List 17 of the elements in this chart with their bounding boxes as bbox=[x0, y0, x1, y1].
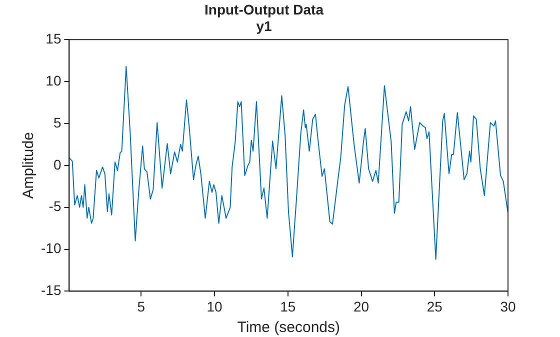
y-tick-label: 5 bbox=[53, 114, 62, 130]
y-tick-label: -15 bbox=[41, 282, 62, 298]
x-tick-label: 10 bbox=[206, 298, 223, 314]
y-tick-label: -5 bbox=[48, 198, 62, 214]
y-tick-label: 0 bbox=[53, 156, 62, 172]
y-tick-label: 15 bbox=[46, 30, 62, 46]
x-axis-title: Time (seconds) bbox=[237, 319, 340, 336]
y-tick-label: -10 bbox=[41, 240, 62, 256]
y-tick-label: 10 bbox=[46, 72, 62, 88]
x-tick-label: 15 bbox=[280, 298, 296, 314]
chart-title: Input-Output Data bbox=[204, 1, 324, 18]
chart-subtitle: y1 bbox=[256, 18, 272, 34]
x-tick-label: 5 bbox=[137, 298, 146, 314]
x-tick-label: 30 bbox=[500, 298, 516, 314]
y-axis-title: Amplitude bbox=[20, 132, 38, 199]
x-tick-label: 20 bbox=[353, 298, 370, 314]
x-tick-label: 25 bbox=[426, 298, 443, 314]
